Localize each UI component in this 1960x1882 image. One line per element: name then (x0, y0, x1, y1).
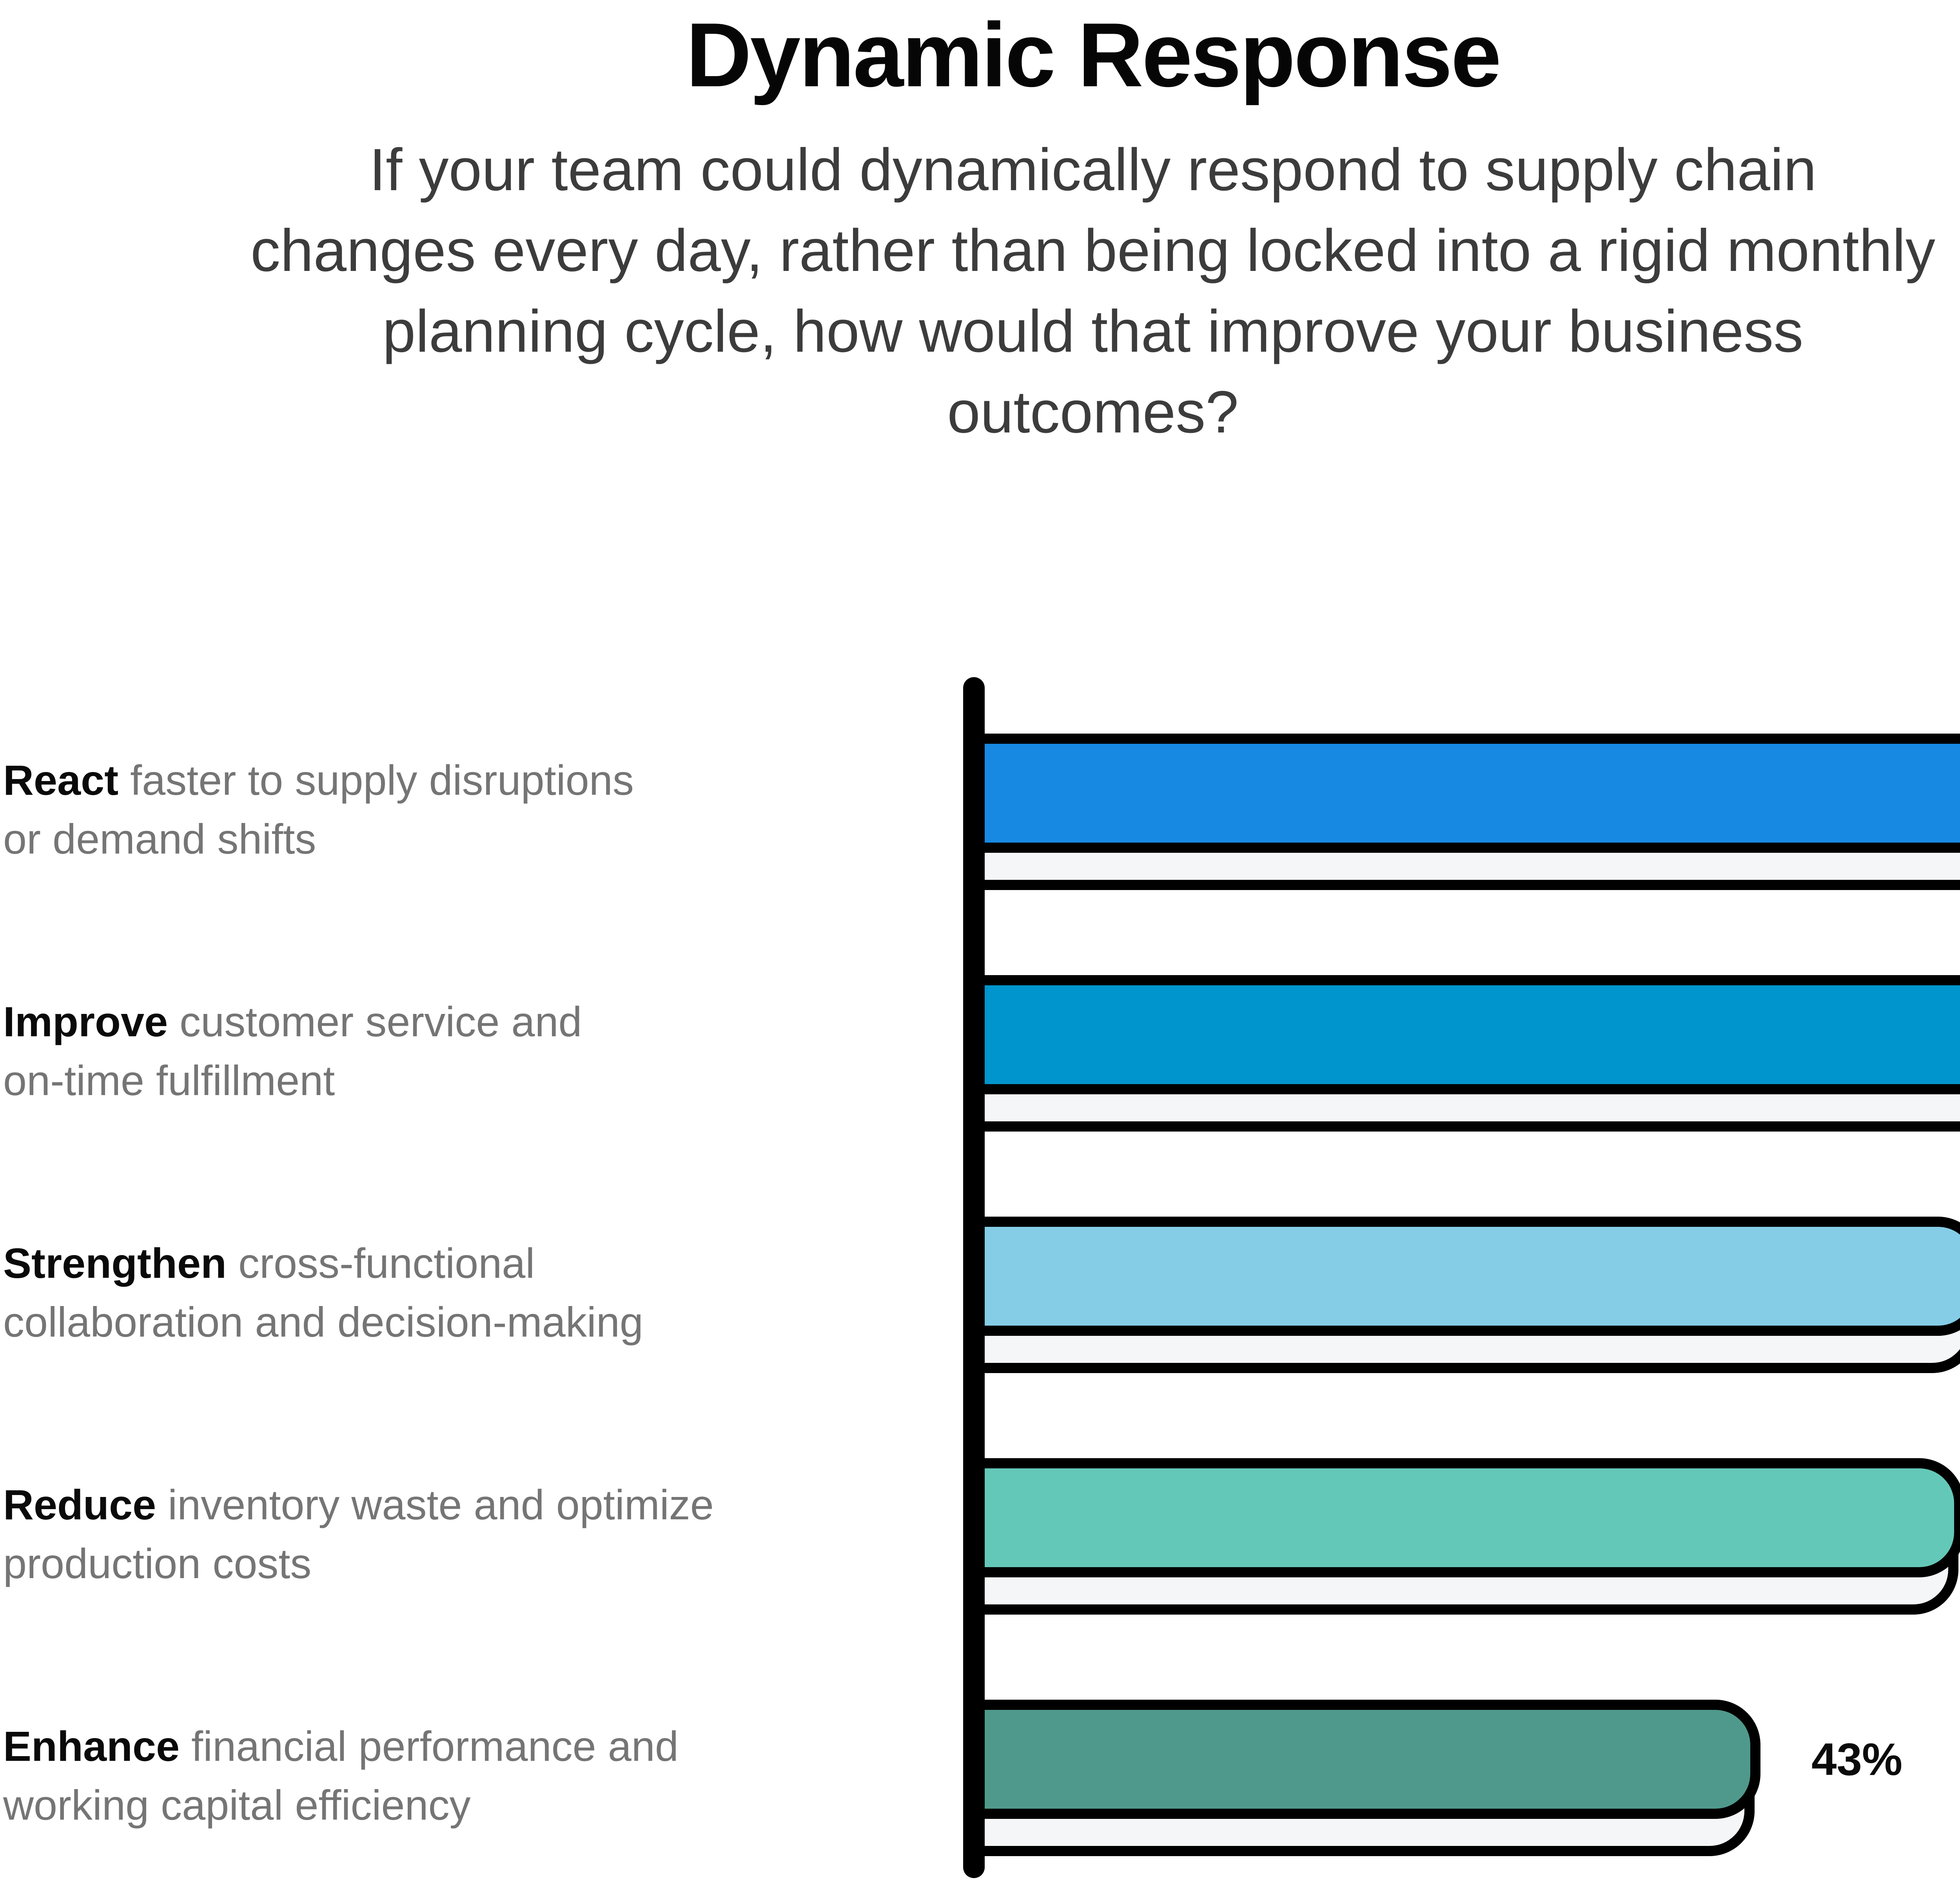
label-line-2: working capital efficiency (3, 1781, 471, 1829)
bar-fill (963, 975, 1960, 1094)
bar-area: 57% (963, 975, 1960, 1132)
bar-area: 43% (963, 1700, 1903, 1856)
label-line-2: on-time fulfillment (3, 1057, 335, 1104)
label-bold-word: Enhance (3, 1722, 180, 1770)
label-line-1: cross-functional (238, 1239, 535, 1287)
bar-strengthen (963, 1217, 1960, 1373)
label-line-1: customer service and (180, 998, 582, 1045)
label-line-1: financial performance and (191, 1722, 679, 1770)
bar-reduce (963, 1458, 1960, 1615)
bar-label-text: Enhance financial performance and working… (3, 1717, 679, 1835)
page-title: Dynamic Response (686, 4, 1501, 106)
label-line-2: production costs (3, 1540, 312, 1587)
bar-label-text: Reduce inventory waste and optimize produ… (3, 1475, 714, 1593)
y-axis-line (963, 677, 985, 1878)
bar-row-improve: Improve customer service and on-time fulf… (0, 975, 1960, 1132)
label-line-1: inventory waste and optimize (168, 1481, 714, 1528)
bar-label-strengthen: Strengthen cross-functional collaboration… (3, 1233, 928, 1352)
label-bold-word: Reduce (3, 1481, 156, 1528)
bar-label-enhance: Enhance financial performance and working… (3, 1716, 928, 1835)
subtitle-line-2: changes every day, rather than being loc… (250, 217, 1935, 284)
bar-area: 54% (963, 1458, 1960, 1615)
bar-area: 58% (963, 734, 1960, 890)
bar-row-strengthen: Strengthen cross-functional collaboration… (0, 1217, 1960, 1373)
bar-fill (963, 1458, 1960, 1577)
label-line-2: or demand shifts (3, 815, 316, 863)
bar-row-reduce: Reduce inventory waste and optimize produ… (0, 1458, 1960, 1615)
bar-react (963, 734, 1960, 890)
subtitle-line-4: outcomes? (947, 379, 1239, 445)
page-subtitle: If your team could dynamically respond t… (0, 129, 1960, 452)
label-bold-word: React (3, 756, 119, 804)
label-bold-word: Strengthen (3, 1239, 227, 1287)
label-bold-word: Improve (3, 998, 168, 1045)
bar-label-text: React faster to supply disruptions or dem… (3, 751, 634, 868)
bar-enhance (963, 1700, 1760, 1856)
subtitle-line-3: planning cycle, how would that improve y… (382, 298, 1804, 365)
bar-fill (963, 734, 1960, 853)
value-label: 43% (1811, 1734, 1903, 1785)
bar-fill (963, 1217, 1960, 1336)
bar-row-enhance: Enhance financial performance and working… (0, 1700, 1960, 1856)
bar-label-react: React faster to supply disruptions or dem… (3, 750, 928, 869)
bar-area: 55% (963, 1217, 1960, 1373)
label-line-1: faster to supply disruptions (130, 756, 634, 804)
label-line-2: collaboration and decision-making (3, 1298, 643, 1346)
bar-label-improve: Improve customer service and on-time fulf… (3, 992, 928, 1111)
subtitle-line-1: If your team could dynamically respond t… (369, 136, 1817, 203)
bar-improve (963, 975, 1960, 1132)
bar-fill (963, 1700, 1760, 1819)
bar-label-text: Strengthen cross-functional collaboration… (3, 1234, 643, 1352)
bar-label-reduce: Reduce inventory waste and optimize produ… (3, 1475, 928, 1594)
bar-label-text: Improve customer service and on-time fulf… (3, 992, 582, 1110)
bar-row-react: React faster to supply disruptions or dem… (0, 734, 1960, 890)
